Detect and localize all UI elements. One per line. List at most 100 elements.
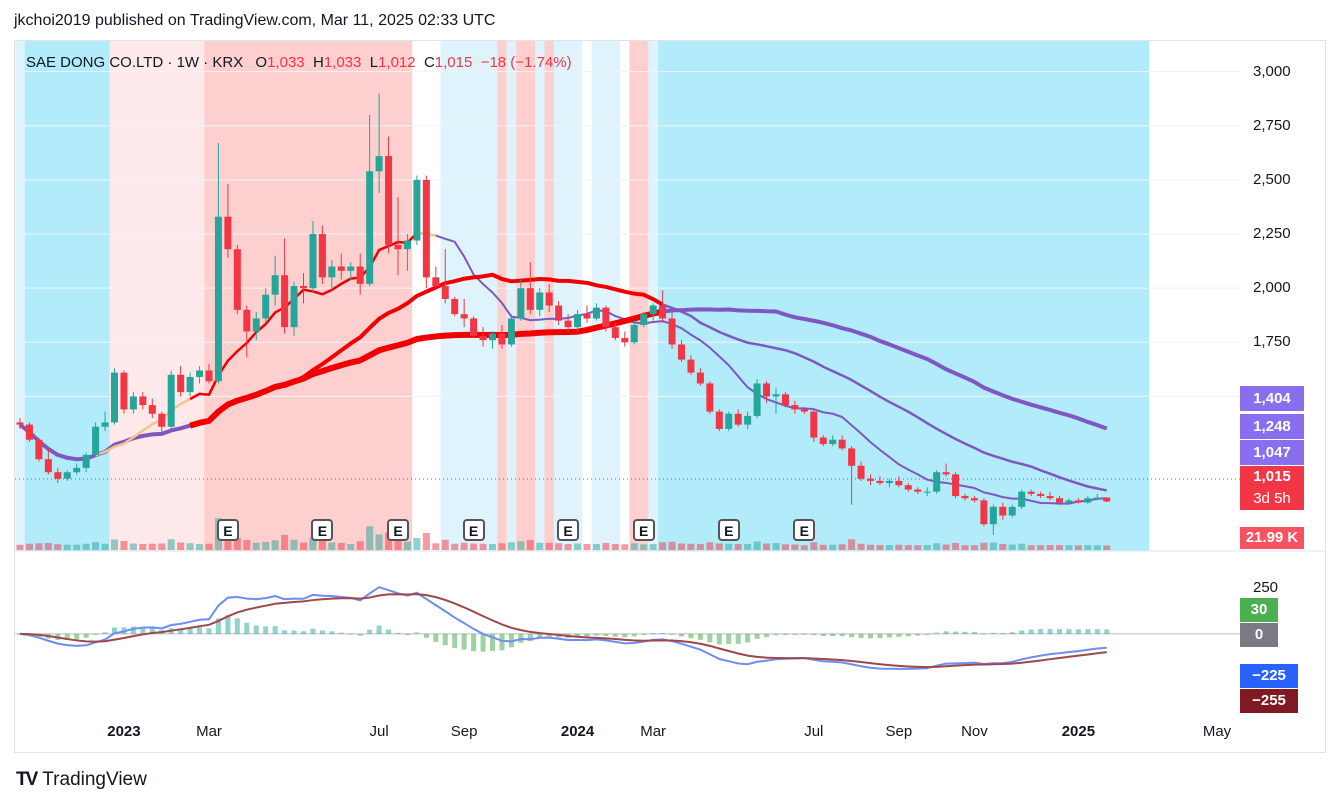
chart-frame[interactable] [14,40,1326,753]
volume-bar [243,540,251,550]
volume-bar [92,542,100,550]
candle-body [1037,493,1045,497]
macd-hist-bar [877,633,883,639]
publisher-line: jkchoi2019 published on TradingView.com,… [14,12,496,29]
macd-hist-bar [404,633,410,635]
candle-body [25,424,33,440]
candle-body [413,179,421,241]
macd-hist-bar [112,627,117,634]
macd-hist-bar [953,631,959,634]
macd-axis-top: 250 [1253,579,1279,596]
macd-hist-bar [282,630,288,634]
earnings-marker[interactable]: E [462,519,485,541]
macd-hist-bar [792,633,798,635]
candle-body [989,506,997,525]
candle-body [867,478,874,481]
volume-bar [678,543,685,550]
macd-hist-bar [924,633,930,635]
candle-body [611,327,619,338]
volume-bar [1103,545,1111,550]
macd-hist-bar [934,632,940,634]
volume-bar [470,543,478,550]
macd-hist-bar [726,633,732,645]
volume-bar [233,538,241,550]
tradingview-logo[interactable]: TV TradingView [16,769,147,791]
volume-bar [262,542,270,550]
volume-bar [687,543,695,550]
candle-body [44,459,52,473]
volume-bar [489,544,496,550]
candle-body [829,439,837,445]
candle-body [479,335,487,341]
time-tick: 2024 [560,723,595,740]
low-value: 1,012 [378,54,416,71]
time-tick: Jul [804,723,824,740]
earnings-marker[interactable]: E [216,519,239,541]
candle-body [196,370,204,377]
macd-line-tag: −225 [1240,664,1298,688]
candle-body [167,374,175,427]
volume-bar [659,542,667,550]
macd-hist-bar [291,630,297,634]
volume-bar [923,545,931,550]
volume-bar [602,543,610,550]
macd-hist-bar [537,633,543,639]
volume-bar [252,542,260,550]
macd-zero-tag: 0 [1240,623,1278,647]
earnings-marker[interactable]: E [311,519,334,541]
candle-body [214,216,222,382]
volume-bar [44,543,52,550]
regime-band [497,41,507,551]
earnings-marker[interactable]: E [793,519,816,541]
macd-hist-bar [272,626,278,634]
earnings-marker[interactable]: E [717,519,740,541]
volume-bar [479,543,487,550]
macd-hist-bar [140,627,146,634]
volume-bar [800,545,808,550]
candle-body [35,439,43,460]
macd-hist-bar [868,633,873,639]
candle-body [687,359,695,373]
moving-averages [18,231,1108,505]
close-label: C [423,54,435,71]
volume-bar [630,543,638,550]
candle-body [281,275,289,328]
candle-body [139,396,147,406]
macd-hist-bar [603,633,609,636]
earnings-marker[interactable]: E [387,519,409,541]
volume-bar [441,539,449,550]
volume-bar [375,534,383,550]
volume-bar [54,544,62,550]
time-tick: Mar [196,723,222,740]
ma-long-red [189,308,664,429]
volume-bar [517,541,525,550]
candle-body [753,383,761,416]
candle-body [970,498,978,501]
candle-body [233,249,241,310]
macd-hist-bar [93,633,99,635]
candle-body [555,305,563,321]
macd-hist-bar [612,633,618,637]
change-value: −18 (−1.74%) [480,54,572,71]
volume-bar [696,544,704,550]
macd-hist-bar [376,625,382,634]
time-tick: May [1202,723,1232,740]
candle-body [1074,500,1082,503]
candle-body [224,216,232,250]
volume-bar [649,544,657,550]
volume-bar [526,540,534,550]
candle-body [848,448,856,466]
volume-bar [186,543,194,550]
earnings-marker[interactable]: E [632,519,655,541]
candle-body [422,179,430,278]
earnings-marker[interactable]: E [557,519,580,541]
macd-hist-bar [1104,629,1110,634]
volume-bar [999,544,1007,550]
macd-hist-bar [187,627,193,634]
candle-body [300,286,307,289]
macd-hist-bar [754,633,760,639]
volume-bar [451,543,459,550]
volume-bar [1037,545,1045,550]
macd-hist-bar [357,633,363,636]
